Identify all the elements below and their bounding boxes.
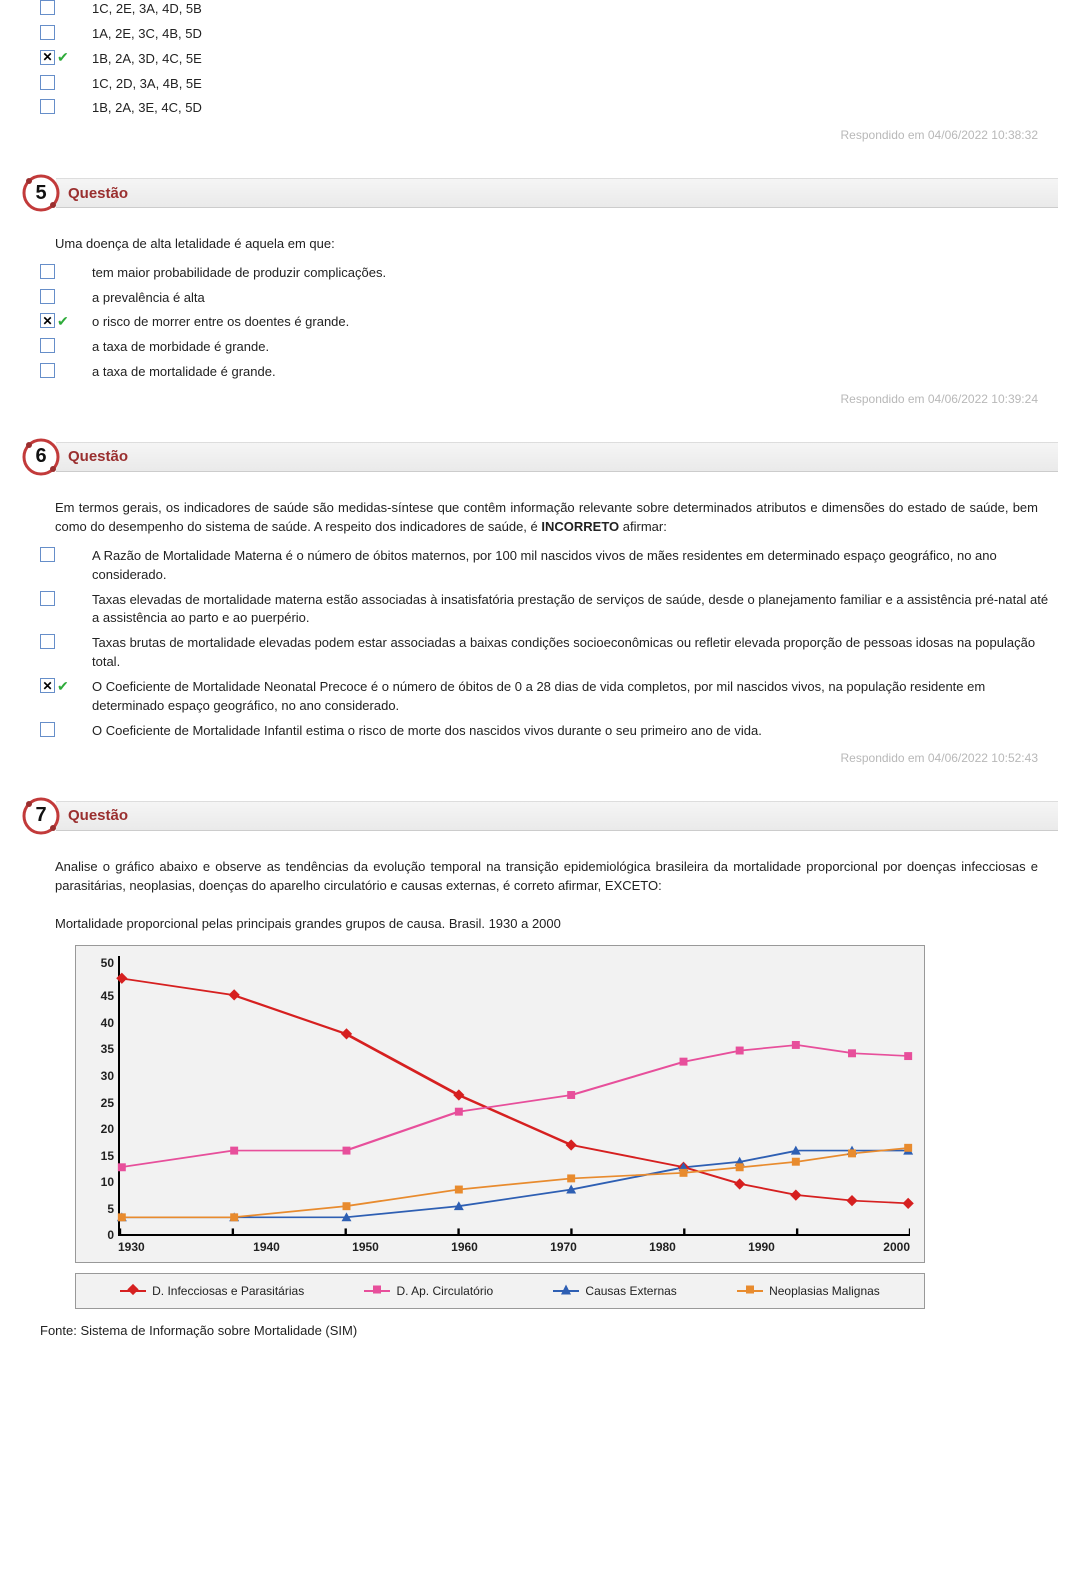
- chart-y-axis: 50454035302520151050: [90, 956, 118, 1236]
- option-text: 1C, 2E, 3A, 4D, 5B: [92, 0, 1058, 19]
- option-row: ✔ o risco de morrer entre os doentes é gr…: [40, 313, 1058, 332]
- question-7-title: Questão: [56, 801, 1058, 831]
- question-5-header: 5 Questão: [20, 172, 1058, 214]
- option-text: Taxas elevadas de mortalidade materna es…: [92, 591, 1058, 629]
- question-7-badge: 7: [20, 795, 62, 837]
- option-checkbox[interactable]: [40, 75, 55, 90]
- option-row: 1C, 2D, 3A, 4B, 5E: [40, 75, 1058, 94]
- question-6-options: A Razão de Mortalidade Materna é o númer…: [40, 547, 1058, 741]
- option-text: a prevalência é alta: [92, 289, 1058, 308]
- option-row: a taxa de morbidade é grande.: [40, 338, 1058, 357]
- option-row: A Razão de Mortalidade Materna é o númer…: [40, 547, 1058, 585]
- option-row: tem maior probabilidade de produzir comp…: [40, 264, 1058, 283]
- question-5-prompt: Uma doença de alta letalidade é aquela e…: [55, 234, 1038, 254]
- option-checkbox[interactable]: [40, 0, 55, 15]
- option-text: O Coeficiente de Mortalidade Neonatal Pr…: [92, 678, 1058, 716]
- option-text: O Coeficiente de Mortalidade Infantil es…: [92, 722, 1058, 741]
- option-checkbox[interactable]: [40, 264, 55, 279]
- option-row: ✔ 1B, 2A, 3D, 4C, 5E: [40, 50, 1058, 69]
- legend-item: Neoplasias Malignas: [737, 1284, 880, 1298]
- question-6-prompt: Em termos gerais, os indicadores de saúd…: [55, 498, 1038, 537]
- option-checkbox[interactable]: [40, 363, 55, 378]
- option-checkbox[interactable]: [40, 634, 55, 649]
- option-row: 1A, 2E, 3C, 4B, 5D: [40, 25, 1058, 44]
- option-text: o risco de morrer entre os doentes é gra…: [92, 313, 1058, 332]
- legend-item: D. Ap. Circulatório: [364, 1284, 493, 1298]
- option-text: a taxa de morbidade é grande.: [92, 338, 1058, 357]
- option-row: Taxas elevadas de mortalidade materna es…: [40, 591, 1058, 629]
- chart-source: Fonte: Sistema de Informação sobre Morta…: [40, 1323, 1038, 1338]
- option-checkbox[interactable]: [40, 678, 55, 693]
- question-6-header: 6 Questão: [20, 436, 1058, 478]
- option-checkbox[interactable]: [40, 338, 55, 353]
- option-row: 1C, 2E, 3A, 4D, 5B: [40, 0, 1058, 19]
- question-7-prompt: Analise o gráfico abaixo e observe as te…: [55, 857, 1038, 896]
- option-row: 1B, 2A, 3E, 4C, 5D: [40, 99, 1058, 118]
- option-row: a taxa de mortalidade é grande.: [40, 363, 1058, 382]
- legend-label: D. Infecciosas e Parasitárias: [152, 1284, 304, 1298]
- option-checkbox[interactable]: [40, 591, 55, 606]
- option-checkbox[interactable]: [40, 289, 55, 304]
- option-row: ✔ O Coeficiente de Mortalidade Neonatal P…: [40, 678, 1058, 716]
- option-checkbox[interactable]: [40, 722, 55, 737]
- option-text: Taxas brutas de mortalidade elevadas pod…: [92, 634, 1058, 672]
- option-text: a taxa de mortalidade é grande.: [92, 363, 1058, 382]
- q5-timestamp: Respondido em 04/06/2022 10:39:24: [20, 392, 1038, 406]
- chart-plot-box: 50454035302520151050 1930194019501960197…: [75, 945, 925, 1263]
- option-checkbox[interactable]: [40, 99, 55, 114]
- question-6: 6 Questão Em termos gerais, os indicador…: [20, 436, 1058, 741]
- option-text: 1C, 2D, 3A, 4B, 5E: [92, 75, 1058, 94]
- option-checkbox[interactable]: [40, 25, 55, 40]
- option-text: 1B, 2A, 3E, 4C, 5D: [92, 99, 1058, 118]
- legend-item: D. Infecciosas e Parasitárias: [120, 1284, 304, 1298]
- q6-timestamp: Respondido em 04/06/2022 10:52:43: [20, 751, 1038, 765]
- option-row: Taxas brutas de mortalidade elevadas pod…: [40, 634, 1058, 672]
- question-5-title: Questão: [56, 178, 1058, 208]
- question-6-title: Questão: [56, 442, 1058, 472]
- option-checkbox[interactable]: [40, 313, 55, 328]
- correct-tick-icon: ✔: [57, 50, 69, 64]
- correct-tick-icon: ✔: [57, 679, 69, 693]
- question-5-options: tem maior probabilidade de produzir comp…: [40, 264, 1058, 382]
- correct-tick-icon: ✔: [57, 314, 69, 328]
- question-7: 7 Questão Analise o gráfico abaixo e obs…: [20, 795, 1058, 1338]
- chart-container: 50454035302520151050 1930194019501960197…: [75, 945, 925, 1309]
- question-5-number: 5: [20, 172, 62, 214]
- legend-label: Causas Externas: [585, 1284, 676, 1298]
- question-6-badge: 6: [20, 436, 62, 478]
- chart-x-axis: 19301940195019601970198019902000: [118, 1236, 910, 1254]
- option-checkbox[interactable]: [40, 547, 55, 562]
- option-row: O Coeficiente de Mortalidade Infantil es…: [40, 722, 1058, 741]
- question-5: 5 Questão Uma doença de alta letalidade …: [20, 172, 1058, 382]
- legend-item: Causas Externas: [553, 1284, 676, 1298]
- question-6-number: 6: [20, 436, 62, 478]
- chart-title: Mortalidade proporcional pelas principai…: [55, 916, 1038, 931]
- question-7-header: 7 Questão: [20, 795, 1058, 837]
- question-5-badge: 5: [20, 172, 62, 214]
- q4-timestamp: Respondido em 04/06/2022 10:38:32: [20, 128, 1038, 142]
- legend-label: Neoplasias Malignas: [769, 1284, 880, 1298]
- option-text: 1B, 2A, 3D, 4C, 5E: [92, 50, 1058, 69]
- option-row: a prevalência é alta: [40, 289, 1058, 308]
- chart-legend: D. Infecciosas e Parasitárias D. Ap. Circ…: [75, 1273, 925, 1309]
- q4-options: 1C, 2E, 3A, 4D, 5B 1A, 2E, 3C, 4B, 5D ✔ 1B,…: [40, 0, 1058, 118]
- legend-label: D. Ap. Circulatório: [396, 1284, 493, 1298]
- option-checkbox[interactable]: [40, 50, 55, 65]
- option-text: A Razão de Mortalidade Materna é o númer…: [92, 547, 1058, 585]
- chart-plot: [118, 956, 910, 1236]
- option-text: 1A, 2E, 3C, 4B, 5D: [92, 25, 1058, 44]
- option-text: tem maior probabilidade de produzir comp…: [92, 264, 1058, 283]
- question-7-number: 7: [20, 795, 62, 837]
